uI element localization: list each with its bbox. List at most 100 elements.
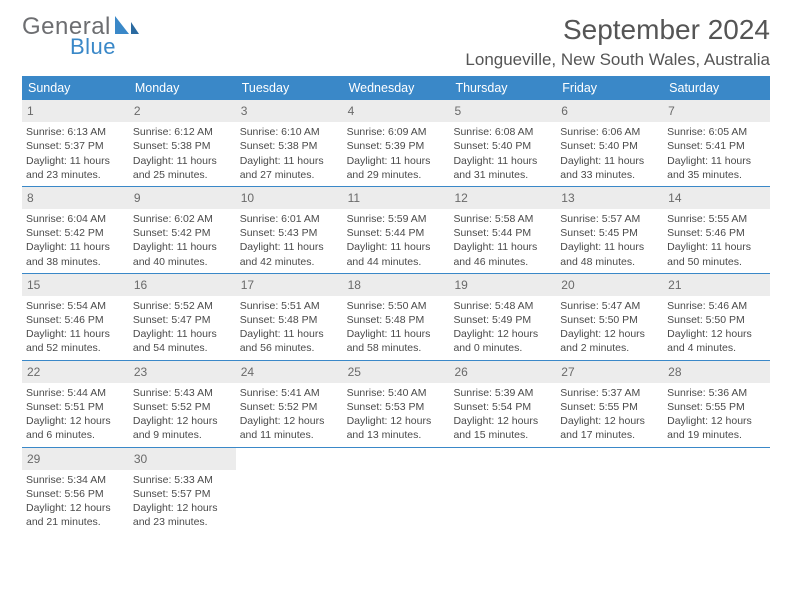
calendar-day-empty: [343, 448, 450, 534]
day-number: 17: [236, 274, 343, 296]
day-number: 25: [343, 361, 450, 383]
day-number: 28: [663, 361, 770, 383]
day-number: 22: [22, 361, 129, 383]
daylight-text: Daylight: 12 hours: [667, 414, 766, 428]
sunset-text: Sunset: 5:45 PM: [560, 226, 659, 240]
daylight-text: Daylight: 11 hours: [560, 154, 659, 168]
daylight-text: and 6 minutes.: [26, 428, 125, 442]
daylight-text: Daylight: 12 hours: [26, 414, 125, 428]
calendar-day: 16Sunrise: 5:52 AMSunset: 5:47 PMDayligh…: [129, 274, 236, 360]
daylight-text: and 27 minutes.: [240, 168, 339, 182]
calendar-day: 4Sunrise: 6:09 AMSunset: 5:39 PMDaylight…: [343, 100, 450, 186]
daylight-text: and 31 minutes.: [453, 168, 552, 182]
daylight-text: Daylight: 12 hours: [453, 327, 552, 341]
daylight-text: Daylight: 11 hours: [453, 240, 552, 254]
daylight-text: Daylight: 12 hours: [560, 414, 659, 428]
calendar: Sunday Monday Tuesday Wednesday Thursday…: [22, 76, 770, 533]
calendar-day: 18Sunrise: 5:50 AMSunset: 5:48 PMDayligh…: [343, 274, 450, 360]
daylight-text: and 38 minutes.: [26, 255, 125, 269]
daylight-text: Daylight: 11 hours: [347, 240, 446, 254]
daylight-text: and 56 minutes.: [240, 341, 339, 355]
daylight-text: Daylight: 11 hours: [26, 154, 125, 168]
calendar-day: 6 Sunrise: 6:06 AMSunset: 5:40 PMDaylight…: [556, 100, 663, 186]
calendar-week: 22Sunrise: 5:44 AMSunset: 5:51 PMDayligh…: [22, 361, 770, 448]
calendar-week: 29Sunrise: 5:34 AMSunset: 5:56 PMDayligh…: [22, 448, 770, 534]
sunset-text: Sunset: 5:46 PM: [667, 226, 766, 240]
daylight-text: Daylight: 11 hours: [240, 327, 339, 341]
daylight-text: Daylight: 11 hours: [667, 240, 766, 254]
sunset-text: Sunset: 5:48 PM: [347, 313, 446, 327]
daylight-text: and 0 minutes.: [453, 341, 552, 355]
daylight-text: and 50 minutes.: [667, 255, 766, 269]
daylight-text: Daylight: 12 hours: [347, 414, 446, 428]
sunrise-text: Sunrise: 5:52 AM: [133, 299, 232, 313]
sunrise-text: Sunrise: 5:51 AM: [240, 299, 339, 313]
sunrise-text: Sunrise: 6:06 AM: [560, 125, 659, 139]
day-number: 14: [663, 187, 770, 209]
calendar-day: 26Sunrise: 5:39 AMSunset: 5:54 PMDayligh…: [449, 361, 556, 447]
calendar-day: 2Sunrise: 6:12 AMSunset: 5:38 PMDaylight…: [129, 100, 236, 186]
daylight-text: and 23 minutes.: [133, 515, 232, 529]
sunset-text: Sunset: 5:56 PM: [26, 487, 125, 501]
sunset-text: Sunset: 5:42 PM: [26, 226, 125, 240]
day-number: 3: [236, 100, 343, 122]
logo-text-blue: Blue: [70, 36, 141, 58]
day-header: Wednesday: [343, 76, 450, 100]
daylight-text: Daylight: 11 hours: [667, 154, 766, 168]
calendar-day: 1Sunrise: 6:13 AMSunset: 5:37 PMDaylight…: [22, 100, 129, 186]
location: Longueville, New South Wales, Australia: [465, 50, 770, 70]
daylight-text: and 54 minutes.: [133, 341, 232, 355]
calendar-day-empty: [663, 448, 770, 534]
day-number: 2: [129, 100, 236, 122]
daylight-text: and 58 minutes.: [347, 341, 446, 355]
sunrise-text: Sunrise: 6:10 AM: [240, 125, 339, 139]
day-header: Monday: [129, 76, 236, 100]
day-number: 24: [236, 361, 343, 383]
logo: General Blue: [22, 14, 141, 58]
calendar-day: 19Sunrise: 5:48 AMSunset: 5:49 PMDayligh…: [449, 274, 556, 360]
calendar-day: 20Sunrise: 5:47 AMSunset: 5:50 PMDayligh…: [556, 274, 663, 360]
calendar-day-empty: [449, 448, 556, 534]
daylight-text: Daylight: 12 hours: [453, 414, 552, 428]
daylight-text: and 42 minutes.: [240, 255, 339, 269]
daylight-text: and 29 minutes.: [347, 168, 446, 182]
sunrise-text: Sunrise: 5:46 AM: [667, 299, 766, 313]
calendar-day: 15Sunrise: 5:54 AMSunset: 5:46 PMDayligh…: [22, 274, 129, 360]
daylight-text: and 52 minutes.: [26, 341, 125, 355]
calendar-day: 8Sunrise: 6:04 AMSunset: 5:42 PMDaylight…: [22, 187, 129, 273]
sunrise-text: Sunrise: 5:36 AM: [667, 386, 766, 400]
daylight-text: Daylight: 12 hours: [133, 414, 232, 428]
daylight-text: and 9 minutes.: [133, 428, 232, 442]
daylight-text: Daylight: 11 hours: [26, 327, 125, 341]
sunset-text: Sunset: 5:40 PM: [560, 139, 659, 153]
sunrise-text: Sunrise: 5:41 AM: [240, 386, 339, 400]
day-number: 20: [556, 274, 663, 296]
day-number: 6: [556, 100, 663, 122]
daylight-text: Daylight: 12 hours: [26, 501, 125, 515]
sunset-text: Sunset: 5:38 PM: [133, 139, 232, 153]
day-number: 10: [236, 187, 343, 209]
sunrise-text: Sunrise: 5:44 AM: [26, 386, 125, 400]
sunset-text: Sunset: 5:41 PM: [667, 139, 766, 153]
day-header: Thursday: [449, 76, 556, 100]
sunrise-text: Sunrise: 5:59 AM: [347, 212, 446, 226]
sunset-text: Sunset: 5:48 PM: [240, 313, 339, 327]
sunset-text: Sunset: 5:50 PM: [667, 313, 766, 327]
sunrise-text: Sunrise: 5:57 AM: [560, 212, 659, 226]
daylight-text: and 13 minutes.: [347, 428, 446, 442]
sunset-text: Sunset: 5:50 PM: [560, 313, 659, 327]
daylight-text: and 44 minutes.: [347, 255, 446, 269]
sunset-text: Sunset: 5:55 PM: [667, 400, 766, 414]
day-number: 9: [129, 187, 236, 209]
day-number: 8: [22, 187, 129, 209]
daylight-text: and 4 minutes.: [667, 341, 766, 355]
sunrise-text: Sunrise: 6:09 AM: [347, 125, 446, 139]
day-header: Sunday: [22, 76, 129, 100]
sunset-text: Sunset: 5:46 PM: [26, 313, 125, 327]
calendar-day: 30Sunrise: 5:33 AMSunset: 5:57 PMDayligh…: [129, 448, 236, 534]
calendar-day: 25Sunrise: 5:40 AMSunset: 5:53 PMDayligh…: [343, 361, 450, 447]
daylight-text: Daylight: 12 hours: [133, 501, 232, 515]
sunset-text: Sunset: 5:53 PM: [347, 400, 446, 414]
sunrise-text: Sunrise: 5:58 AM: [453, 212, 552, 226]
daylight-text: and 48 minutes.: [560, 255, 659, 269]
